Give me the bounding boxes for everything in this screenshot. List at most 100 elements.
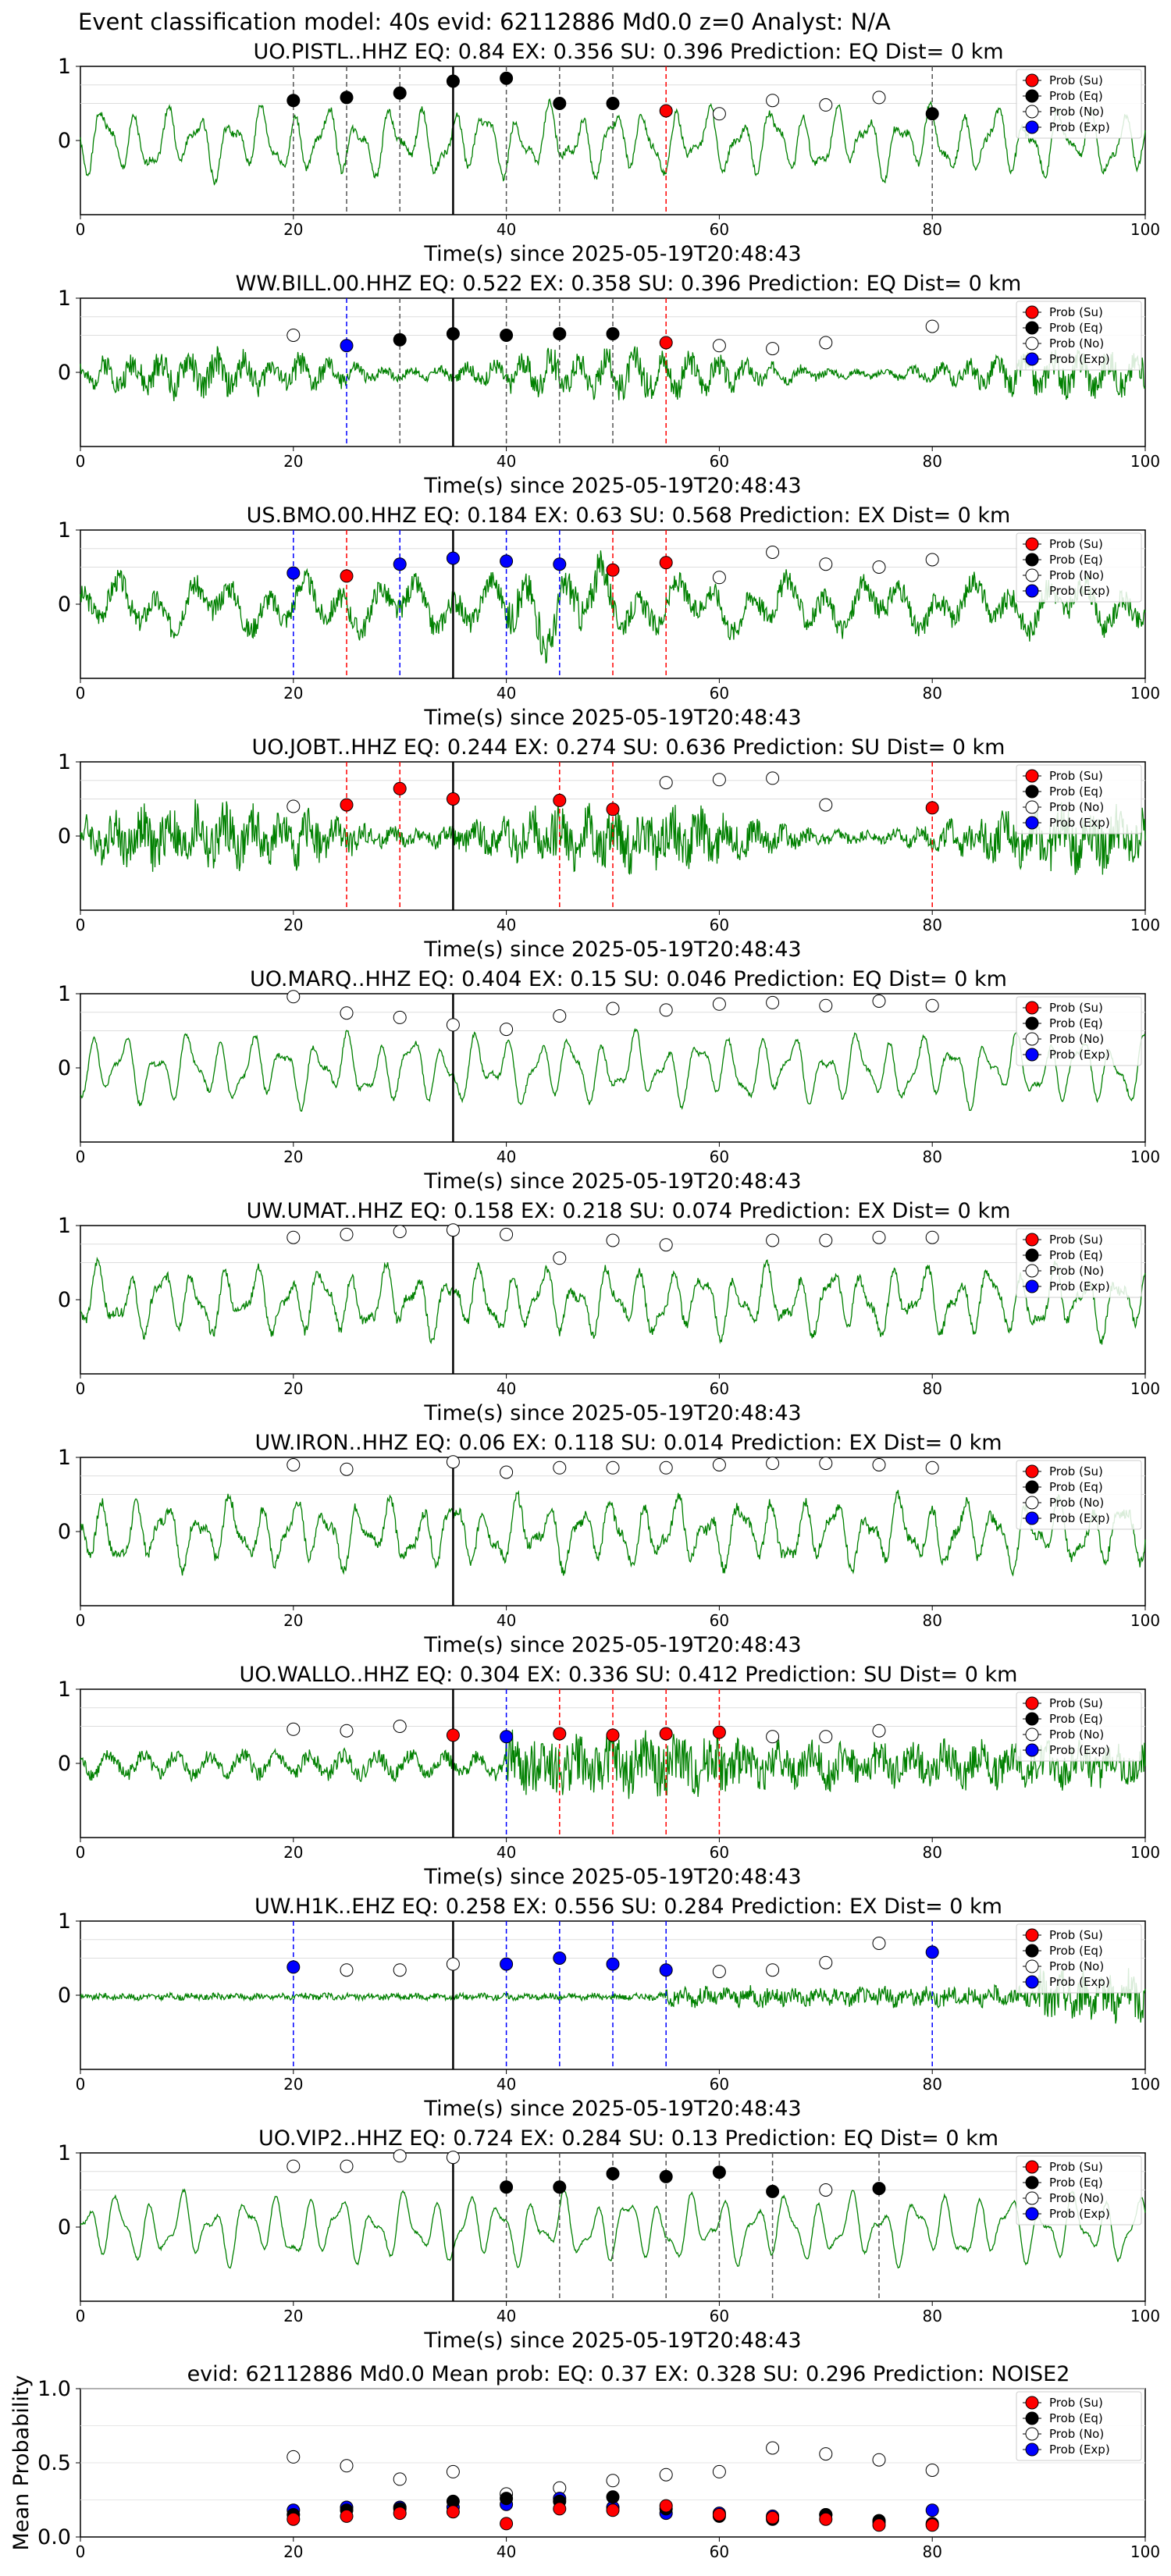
panel-title: UO.VIP2..HHZ EQ: 0.724 EX: 0.284 SU: 0.1… <box>258 2126 998 2151</box>
x-axis-label: Time(s) since 2025-05-19T20:48:43 <box>423 242 801 266</box>
prob-marker-su <box>659 336 673 350</box>
mean-prob-marker-eq <box>606 2490 620 2504</box>
mean-prob-marker-no <box>446 2464 460 2478</box>
panel-1: UO.PISTL..HHZ EQ: 0.84 EX: 0.356 SU: 0.3… <box>58 40 1160 266</box>
legend-marker-no <box>1025 2427 1039 2441</box>
legend-label-exp: Prob (Exp) <box>1049 1048 1110 1062</box>
legend-label-exp: Prob (Exp) <box>1049 816 1110 830</box>
x-tick-label: 40 <box>497 1379 516 1398</box>
legend-box <box>1016 2391 1142 2461</box>
mean-prob-marker-no <box>340 2459 354 2473</box>
mean-prob-marker-no <box>872 2453 886 2467</box>
waveform-trace <box>80 2186 1146 2269</box>
mean-prob-marker-su <box>606 2503 620 2517</box>
legend-label-exp: Prob (Exp) <box>1049 1511 1110 1525</box>
legend-label-exp: Prob (Exp) <box>1049 2443 1110 2457</box>
y-tick-label: 0 <box>58 1056 71 1080</box>
legend-box <box>1016 1923 1142 1994</box>
prob-marker-eq <box>872 2182 886 2196</box>
prob-marker-no <box>712 339 726 353</box>
mean-prob-marker-no <box>766 2441 780 2455</box>
y-tick-label: 1 <box>58 1446 71 1470</box>
mean-prob-marker-no <box>287 2450 301 2464</box>
y-tick-label: 0 <box>58 1288 71 1312</box>
legend-box <box>1016 69 1142 139</box>
x-tick-label: 0 <box>76 1147 86 1166</box>
legend-label-eq: Prob (Eq) <box>1049 785 1103 799</box>
legend-marker-eq <box>1025 1944 1039 1958</box>
prob-marker-no <box>340 1963 354 1977</box>
prob-marker-su <box>659 104 673 118</box>
legend-marker-exp <box>1025 1279 1039 1293</box>
legend-label-no: Prob (No) <box>1049 1496 1104 1510</box>
x-tick-label: 100 <box>1130 2075 1160 2094</box>
x-axis-label: Time(s) since 2025-05-19T20:48:43 <box>423 1633 801 1657</box>
legend-label-su: Prob (Su) <box>1049 769 1103 783</box>
prob-marker-no <box>659 1461 673 1475</box>
prob-marker-no <box>287 1230 301 1244</box>
prob-marker-eq <box>393 86 407 100</box>
legend-label-su: Prob (Su) <box>1049 537 1103 551</box>
prob-marker-eq <box>500 329 514 342</box>
prob-marker-exp <box>500 1730 514 1744</box>
y-tick-label: 1 <box>58 982 71 1006</box>
prob-marker-eq <box>553 97 567 110</box>
panel-6: UW.UMAT..HHZ EQ: 0.158 EX: 0.218 SU: 0.0… <box>58 1199 1160 1425</box>
x-tick-label: 0 <box>76 916 86 934</box>
prob-marker-no <box>287 990 301 1004</box>
prob-marker-su <box>553 793 567 807</box>
y-tick-label: 1.0 <box>37 2377 71 2401</box>
legend-marker-su <box>1025 1001 1039 1015</box>
legend-marker-eq <box>1025 1712 1039 1726</box>
x-tick-label: 20 <box>283 2307 303 2325</box>
legend-label-no: Prob (No) <box>1049 800 1104 814</box>
legend-box <box>1016 2155 1142 2226</box>
x-tick-label: 60 <box>710 2075 729 2094</box>
y-tick-label: 0 <box>58 1520 71 1544</box>
panel-10: UO.VIP2..HHZ EQ: 0.724 EX: 0.284 SU: 0.1… <box>58 2126 1160 2353</box>
prob-marker-no <box>766 546 780 559</box>
mean-prob-marker-no <box>606 2474 620 2488</box>
mean-prob-marker-no <box>712 2464 726 2478</box>
legend-label-no: Prob (No) <box>1049 2191 1104 2205</box>
prob-marker-no <box>766 1963 780 1977</box>
prob-marker-eq <box>766 2184 780 2198</box>
x-tick-label: 60 <box>710 2542 729 2561</box>
prob-marker-exp <box>553 557 567 571</box>
x-tick-label: 60 <box>710 2307 729 2325</box>
prob-marker-no <box>393 2149 407 2163</box>
y-tick-label: 0.5 <box>37 2451 71 2475</box>
prob-marker-su <box>393 781 407 795</box>
prob-marker-su <box>340 569 354 583</box>
legend-marker-su <box>1025 1464 1039 1478</box>
panel-title: UO.MARQ..HHZ EQ: 0.404 EX: 0.15 SU: 0.04… <box>250 967 1007 991</box>
legend-marker-no <box>1025 105 1039 119</box>
legend-marker-eq <box>1025 1248 1039 1262</box>
x-tick-label: 80 <box>922 916 941 934</box>
legend-label-exp: Prob (Exp) <box>1049 1975 1110 1989</box>
prob-marker-no <box>819 1233 833 1247</box>
legend-label-su: Prob (Su) <box>1049 73 1103 87</box>
legend-label-no: Prob (No) <box>1049 568 1104 582</box>
legend-marker-eq <box>1025 321 1039 335</box>
prob-marker-no <box>925 1230 939 1244</box>
prob-marker-exp <box>446 551 460 565</box>
x-tick-label: 80 <box>922 684 941 703</box>
mean-prob-marker-no <box>819 2447 833 2461</box>
legend-box <box>1016 1460 1142 1530</box>
prob-marker-no <box>872 91 886 105</box>
legend-label-su: Prob (Su) <box>1049 1696 1103 1710</box>
prob-marker-su <box>340 798 354 812</box>
x-tick-label: 60 <box>710 684 729 703</box>
prob-marker-exp <box>500 554 514 568</box>
prob-marker-no <box>766 771 780 785</box>
prob-marker-exp <box>606 1957 620 1971</box>
legend-label-eq: Prob (Eq) <box>1049 1944 1103 1958</box>
x-tick-label: 100 <box>1130 2542 1160 2561</box>
y-tick-label: 1 <box>58 750 71 774</box>
prob-marker-no <box>925 1461 939 1475</box>
prob-marker-no <box>766 94 780 108</box>
x-tick-label: 20 <box>283 220 303 239</box>
panel-title: WW.BILL.00.HHZ EQ: 0.522 EX: 0.358 SU: 0… <box>236 272 1022 296</box>
